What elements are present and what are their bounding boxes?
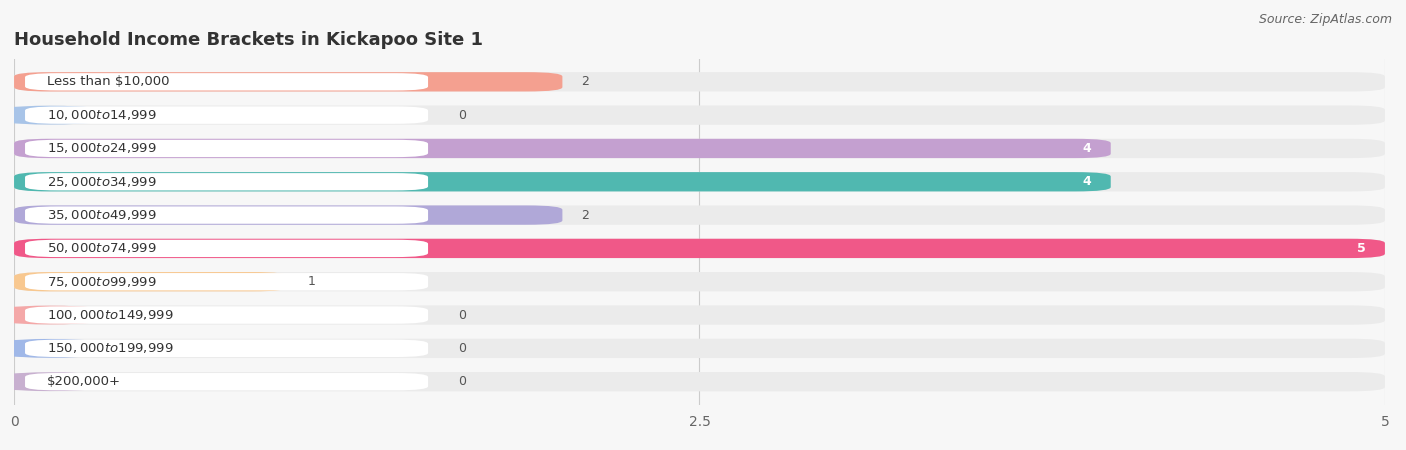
Circle shape <box>0 107 121 124</box>
FancyBboxPatch shape <box>14 206 562 225</box>
Circle shape <box>0 306 121 324</box>
Text: $100,000 to $149,999: $100,000 to $149,999 <box>46 308 173 322</box>
Text: Source: ZipAtlas.com: Source: ZipAtlas.com <box>1258 14 1392 27</box>
FancyBboxPatch shape <box>14 272 288 292</box>
Circle shape <box>0 373 121 390</box>
FancyBboxPatch shape <box>14 206 1385 225</box>
Text: $10,000 to $14,999: $10,000 to $14,999 <box>46 108 156 122</box>
Text: $50,000 to $74,999: $50,000 to $74,999 <box>46 241 156 256</box>
Text: 0: 0 <box>458 342 467 355</box>
FancyBboxPatch shape <box>14 239 1385 258</box>
FancyBboxPatch shape <box>14 139 1111 158</box>
FancyBboxPatch shape <box>25 273 427 290</box>
Text: 0: 0 <box>458 108 467 122</box>
FancyBboxPatch shape <box>25 373 427 390</box>
Text: 4: 4 <box>1083 175 1091 188</box>
FancyBboxPatch shape <box>25 107 427 124</box>
Text: 2: 2 <box>582 209 589 221</box>
Circle shape <box>0 340 121 357</box>
FancyBboxPatch shape <box>14 72 1385 91</box>
FancyBboxPatch shape <box>25 173 427 190</box>
FancyBboxPatch shape <box>14 306 1385 325</box>
Text: $150,000 to $199,999: $150,000 to $199,999 <box>46 342 173 356</box>
Text: 2: 2 <box>582 75 589 88</box>
FancyBboxPatch shape <box>14 172 1111 191</box>
Text: $200,000+: $200,000+ <box>46 375 121 388</box>
Text: 4: 4 <box>1083 142 1091 155</box>
FancyBboxPatch shape <box>14 105 1385 125</box>
FancyBboxPatch shape <box>14 172 1385 191</box>
FancyBboxPatch shape <box>25 306 427 324</box>
FancyBboxPatch shape <box>14 139 1385 158</box>
FancyBboxPatch shape <box>25 340 427 357</box>
FancyBboxPatch shape <box>14 372 1385 392</box>
FancyBboxPatch shape <box>14 272 1385 292</box>
Text: 1: 1 <box>308 275 315 288</box>
Text: 0: 0 <box>458 309 467 322</box>
FancyBboxPatch shape <box>14 239 1385 258</box>
FancyBboxPatch shape <box>14 72 562 91</box>
FancyBboxPatch shape <box>25 240 427 257</box>
Text: $15,000 to $24,999: $15,000 to $24,999 <box>46 141 156 155</box>
Text: 5: 5 <box>1357 242 1365 255</box>
FancyBboxPatch shape <box>14 339 1385 358</box>
Text: Household Income Brackets in Kickapoo Site 1: Household Income Brackets in Kickapoo Si… <box>14 31 484 49</box>
Text: $75,000 to $99,999: $75,000 to $99,999 <box>46 275 156 289</box>
Text: 0: 0 <box>458 375 467 388</box>
Text: $35,000 to $49,999: $35,000 to $49,999 <box>46 208 156 222</box>
FancyBboxPatch shape <box>25 73 427 90</box>
Text: $25,000 to $34,999: $25,000 to $34,999 <box>46 175 156 189</box>
Text: Less than $10,000: Less than $10,000 <box>46 75 170 88</box>
FancyBboxPatch shape <box>25 140 427 157</box>
FancyBboxPatch shape <box>25 207 427 224</box>
